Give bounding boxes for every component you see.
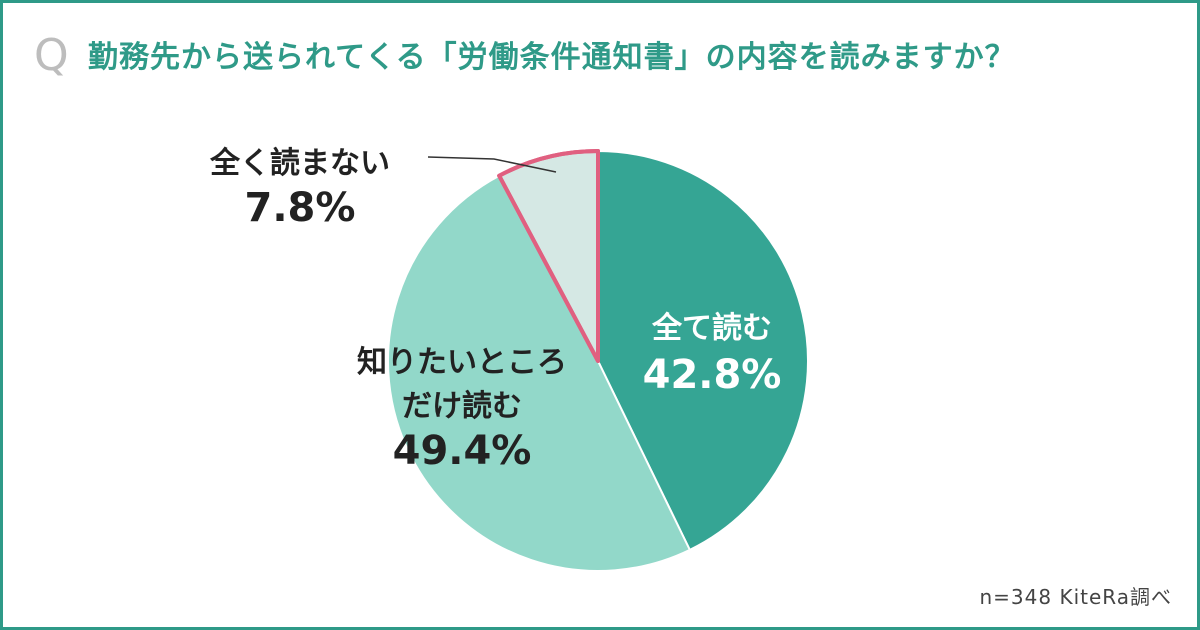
pie-slice-2 bbox=[387, 174, 691, 572]
pie-slice-3-outline bbox=[497, 149, 600, 363]
slice-label-3: 全く読まない bbox=[209, 146, 390, 181]
slice-label-2-line-2: だけ読む bbox=[402, 389, 522, 424]
slice-value-1: 42.8% bbox=[643, 352, 782, 398]
slice-label-2-line-1: 知りたいところ bbox=[357, 345, 567, 380]
slice-label-1: 全て読む bbox=[651, 311, 772, 346]
question-title: 勤務先から送られてくる「労働条件通知書」の内容を読みますか？ bbox=[88, 40, 1016, 75]
pie-slice-1 bbox=[597, 150, 809, 551]
slice-value-3: 7.8% bbox=[245, 185, 356, 231]
question-mark-icon: Q bbox=[34, 30, 69, 81]
slice-value-2: 49.4% bbox=[393, 428, 532, 474]
survey-source-note: n=348 KiteRa調べ bbox=[979, 585, 1172, 609]
leader-line bbox=[427, 156, 557, 173]
